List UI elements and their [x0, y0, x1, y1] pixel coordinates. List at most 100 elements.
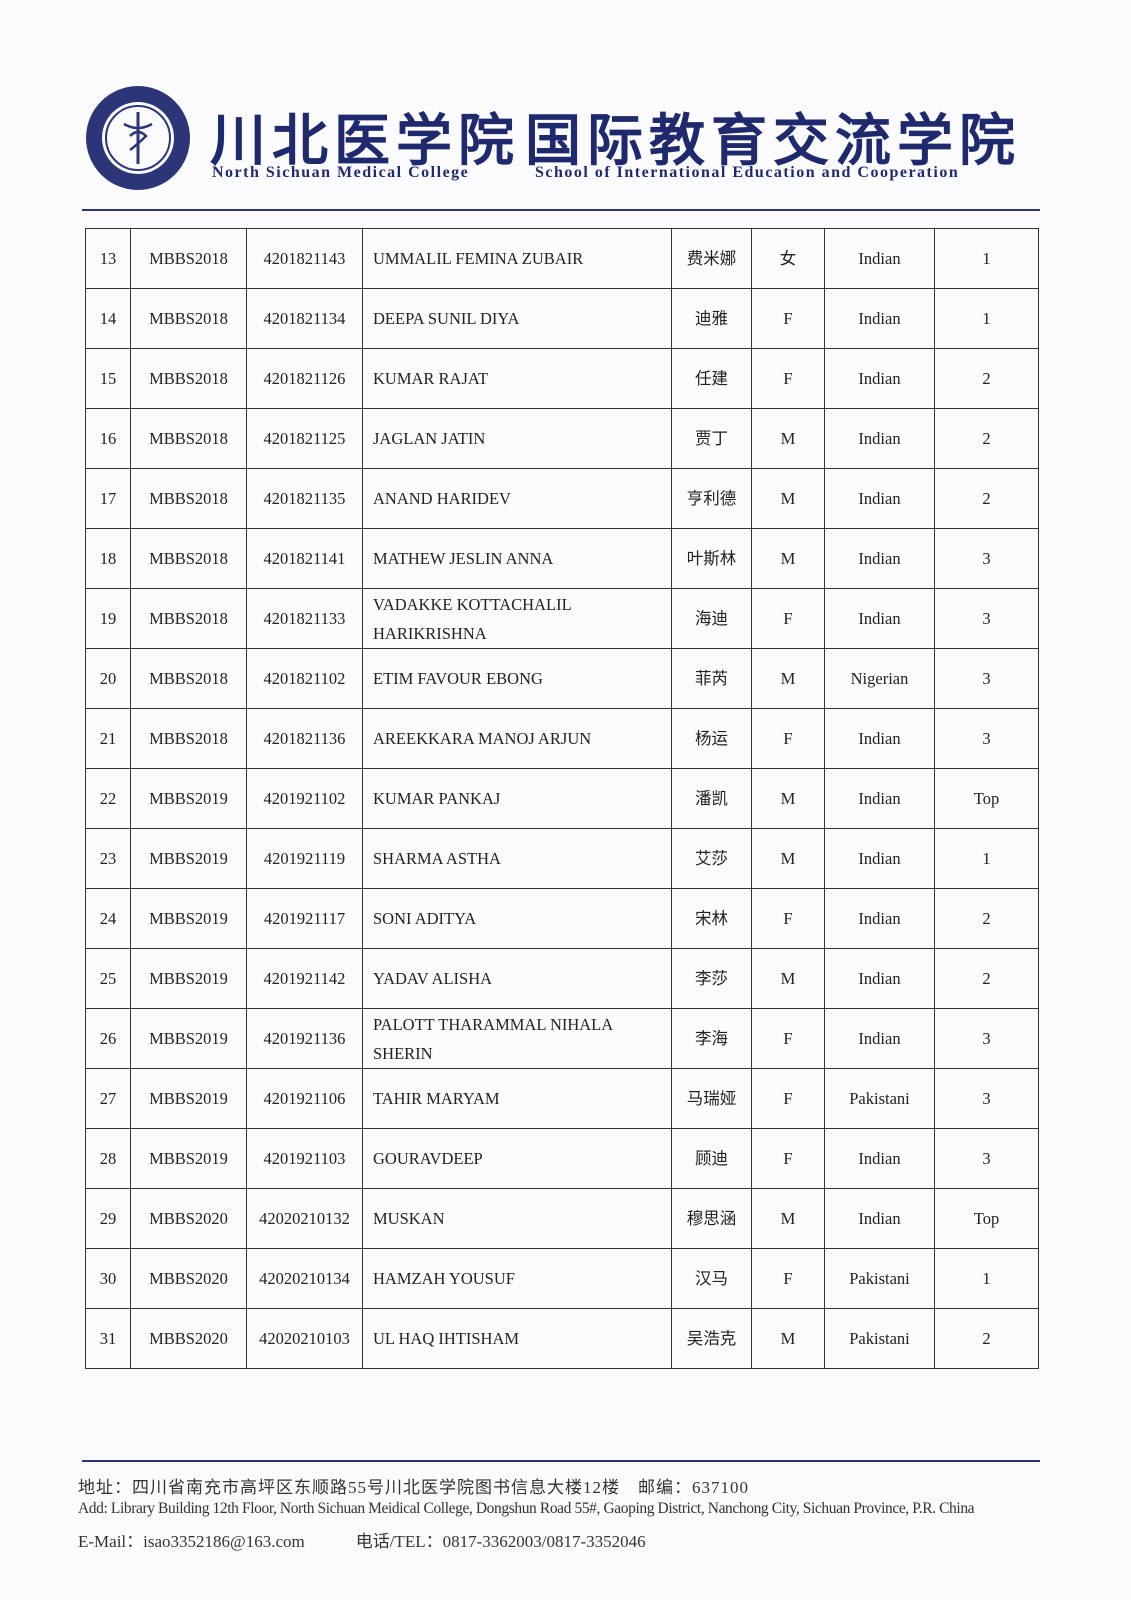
nationality: Indian: [824, 888, 935, 949]
row-number: 18: [85, 528, 131, 589]
class: MBBS2018: [130, 348, 247, 409]
school-name-cn: 国际教育交流学院: [525, 111, 1021, 173]
nationality: Indian: [824, 768, 935, 829]
grade: 3: [934, 708, 1039, 769]
chinese-name: 叶斯林: [671, 528, 752, 589]
student-name: TAHIR MARYAM: [362, 1068, 672, 1129]
student-name: KUMAR PANKAJ: [362, 768, 672, 829]
header-rule: [82, 209, 1040, 211]
row-number: 13: [85, 228, 131, 289]
gender: F: [751, 708, 825, 769]
table-row: 18 MBBS2018 4201821141 MATHEW JESLIN ANNA 叶斯…: [85, 528, 1039, 589]
table-row: 19 MBBS2018 4201821133 VADAKKE KOTTACHALIL …: [85, 588, 1039, 649]
grade: 1: [934, 288, 1039, 349]
table-row: 23 MBBS2019 4201921119 SHARMA ASTHA 艾莎 M India…: [85, 828, 1039, 889]
logo: [86, 86, 190, 190]
row-number: 25: [85, 948, 131, 1009]
footer-address-cn: 地址：四川省南充市高坪区东顺路55号川北医学院图书信息大楼12楼 邮编：6371…: [78, 1478, 749, 1497]
nationality: Indian: [824, 1008, 935, 1069]
nationality: Indian: [824, 588, 935, 649]
nationality: Pakistani: [824, 1248, 935, 1309]
gender: M: [751, 768, 825, 829]
student-name: JAGLAN JATIN: [362, 408, 672, 469]
gender: F: [751, 348, 825, 409]
class: MBBS2020: [130, 1188, 247, 1249]
chinese-name: 穆思涵: [671, 1188, 752, 1249]
class: MBBS2019: [130, 888, 247, 949]
chinese-name: 宋林: [671, 888, 752, 949]
row-number: 23: [85, 828, 131, 889]
nationality: Indian: [824, 1128, 935, 1189]
chinese-name: 吴浩克: [671, 1308, 752, 1369]
student-name: AREEKKARA MANOJ ARJUN: [362, 708, 672, 769]
grade: 3: [934, 648, 1039, 709]
row-number: 15: [85, 348, 131, 409]
grade: 2: [934, 948, 1039, 1009]
student-id: 4201821143: [246, 228, 363, 289]
row-number: 31: [85, 1308, 131, 1369]
gender: M: [751, 1188, 825, 1249]
student-name: SHARMA ASTHA: [362, 828, 672, 889]
table-row: 28 MBBS2019 4201921103 GOURAVDEEP 顾迪 F Indian 3: [85, 1128, 1039, 1189]
gender: 女: [751, 228, 825, 289]
class: MBBS2019: [130, 1128, 247, 1189]
grade: 3: [934, 1068, 1039, 1129]
college-name-cn: 川北医学院: [210, 111, 520, 173]
row-number: 17: [85, 468, 131, 529]
student-name: VADAKKE KOTTACHALIL HARIKRISHNA: [362, 588, 672, 649]
grade: 1: [934, 228, 1039, 289]
grade: 3: [934, 588, 1039, 649]
class: MBBS2019: [130, 1008, 247, 1069]
student-name: UMMALIL FEMINA ZUBAIR: [362, 228, 672, 289]
table-row: 29 MBBS2020 42020210132 MUSKAN 穆思涵 M Indian Top: [85, 1188, 1039, 1249]
nationality: Pakistani: [824, 1308, 935, 1369]
student-id: 4201821134: [246, 288, 363, 349]
row-number: 26: [85, 1008, 131, 1069]
grade: 2: [934, 468, 1039, 529]
chinese-name: 潘凯: [671, 768, 752, 829]
chinese-name: 海迪: [671, 588, 752, 649]
chinese-name: 李莎: [671, 948, 752, 1009]
student-name: YADAV ALISHA: [362, 948, 672, 1009]
chinese-name: 迪雅: [671, 288, 752, 349]
chinese-name: 顾迪: [671, 1128, 752, 1189]
table-row: 24 MBBS2019 4201921117 SONI ADITYA 宋林 F Indian…: [85, 888, 1039, 949]
nationality: Pakistani: [824, 1068, 935, 1129]
grade: Top: [934, 1188, 1039, 1249]
student-name: DEEPA SUNIL DIYA: [362, 288, 672, 349]
college-name-en: North Sichuan Medical College: [212, 164, 470, 181]
class: MBBS2019: [130, 828, 247, 889]
chinese-name: 任建: [671, 348, 752, 409]
grade: 1: [934, 1248, 1039, 1309]
gender: F: [751, 1248, 825, 1309]
nationality: Indian: [824, 828, 935, 889]
nationality: Indian: [824, 528, 935, 589]
student-id: 4201821136: [246, 708, 363, 769]
student-name: SONI ADITYA: [362, 888, 672, 949]
student-id: 4201921102: [246, 768, 363, 829]
class: MBBS2018: [130, 288, 247, 349]
student-id: 4201921119: [246, 828, 363, 889]
table-row: 17 MBBS2018 4201821135 ANAND HARIDEV 亨利德 M Ind…: [85, 468, 1039, 529]
gender: M: [751, 648, 825, 709]
grade: Top: [934, 768, 1039, 829]
table-body: 13 MBBS2018 4201821143 UMMALIL FEMINA ZUBAI…: [85, 228, 1039, 1369]
table-row: 26 MBBS2019 4201921136 PALOTT THARAMMAL NIH…: [85, 1008, 1039, 1069]
student-id: 4201821125: [246, 408, 363, 469]
row-number: 24: [85, 888, 131, 949]
table-row: 14 MBBS2018 4201821134 DEEPA SUNIL DIYA 迪雅 F I…: [85, 288, 1039, 349]
footer-address-en: Add: Library Building 12th Floor, North …: [78, 1500, 975, 1517]
student-name: ETIM FAVOUR EBONG: [362, 648, 672, 709]
chinese-name: 马瑞娅: [671, 1068, 752, 1129]
student-id: 4201821141: [246, 528, 363, 589]
gender: M: [751, 1308, 825, 1369]
student-table: 13 MBBS2018 4201821143 UMMALIL FEMINA ZUBAI…: [85, 228, 1039, 1369]
student-name: MATHEW JESLIN ANNA: [362, 528, 672, 589]
table-row: 21 MBBS2018 4201821136 AREEKKARA MANOJ ARJU…: [85, 708, 1039, 769]
class: MBBS2018: [130, 408, 247, 469]
row-number: 28: [85, 1128, 131, 1189]
student-name: PALOTT THARAMMAL NIHALA SHERIN: [362, 1008, 672, 1069]
grade: 2: [934, 1308, 1039, 1369]
student-id: 4201921142: [246, 948, 363, 1009]
